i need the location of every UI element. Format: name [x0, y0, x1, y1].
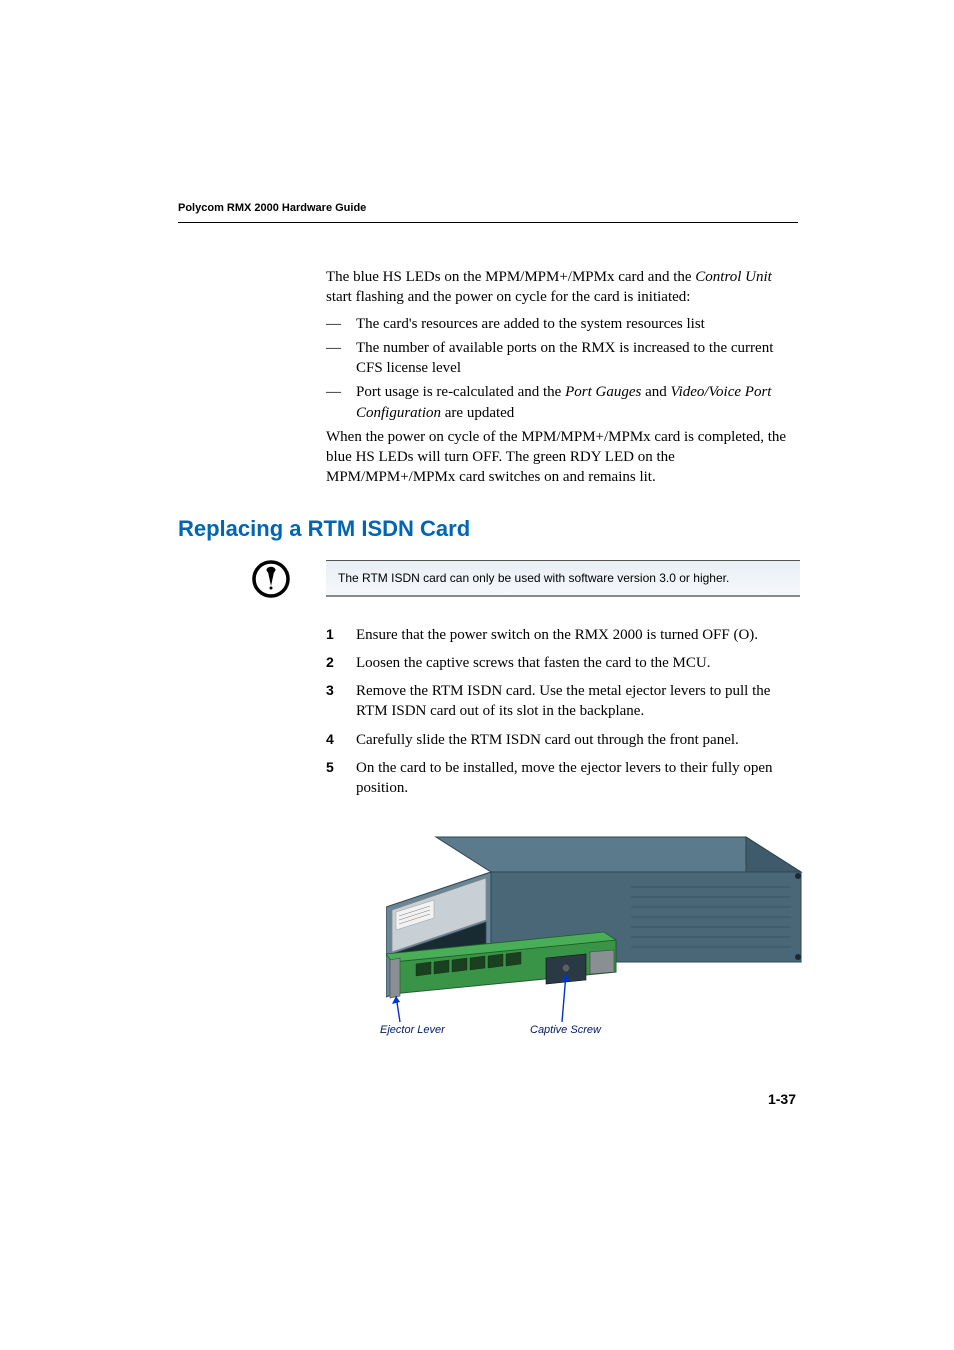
bullet3-a: Port usage is re-calculated and the: [356, 384, 565, 400]
bullet3-b: and: [641, 384, 670, 400]
step-text: Ensure that the power switch on the RMX …: [356, 627, 758, 643]
section-heading: Replacing a RTM ISDN Card: [178, 516, 798, 542]
figure-label-captive: Captive Screw: [530, 1024, 601, 1036]
intro-p1-text-a: The blue HS LEDs on the MPM/MPM+/MPMx ca…: [326, 269, 695, 285]
intro-paragraph-2: When the power on cycle of the MPM/MPM+/…: [326, 427, 798, 488]
step-text: On the card to be installed, move the ej…: [356, 760, 773, 796]
step-num: 1: [326, 625, 334, 644]
page-number: 1-37: [768, 1091, 796, 1107]
step-text: Remove the RTM ISDN card. Use the metal …: [356, 683, 770, 719]
step-item: 3 Remove the RTM ISDN card. Use the metal…: [326, 681, 798, 722]
bullet-item: Port usage is re-calculated and the Port…: [326, 382, 798, 423]
note-box: The RTM ISDN card can only be used with …: [326, 560, 800, 597]
header-rule: [178, 222, 798, 223]
step-item: 2 Loosen the captive screws that fasten t…: [326, 653, 798, 673]
intro-bullets: The card's resources are added to the sy…: [326, 314, 798, 423]
device-figure: Ejector Lever Captive Screw: [386, 812, 806, 1042]
step-text: Loosen the captive screws that fasten th…: [356, 655, 710, 671]
step-num: 3: [326, 681, 334, 700]
bullet3-i1: Port Gauges: [565, 384, 641, 400]
figure-label-ejector: Ejector Lever: [380, 1024, 445, 1036]
page-header: Polycom RMX 2000 Hardware Guide: [178, 202, 798, 214]
step-item: 5 On the card to be installed, move the e…: [326, 758, 798, 799]
steps-list: 1 Ensure that the power switch on the RMX…: [326, 625, 798, 799]
step-item: 4 Carefully slide the RTM ISDN card out t…: [326, 730, 798, 750]
info-pin-icon: [251, 559, 291, 602]
step-num: 4: [326, 730, 334, 749]
step-num: 5: [326, 758, 334, 777]
intro-p1-text-b: start flashing and the power on cycle fo…: [326, 289, 690, 305]
bullet-item: The card's resources are added to the sy…: [326, 314, 798, 334]
intro-paragraph-1: The blue HS LEDs on the MPM/MPM+/MPMx ca…: [326, 267, 798, 308]
step-num: 2: [326, 653, 334, 672]
step-item: 1 Ensure that the power switch on the RMX…: [326, 625, 798, 645]
note-text: The RTM ISDN card can only be used with …: [338, 571, 729, 585]
intro-p1-italic: Control Unit: [695, 269, 772, 285]
bullet-item: The number of available ports on the RMX…: [326, 338, 798, 379]
step-text: Carefully slide the RTM ISDN card out th…: [356, 732, 739, 748]
bullet3-c: are updated: [441, 405, 514, 421]
